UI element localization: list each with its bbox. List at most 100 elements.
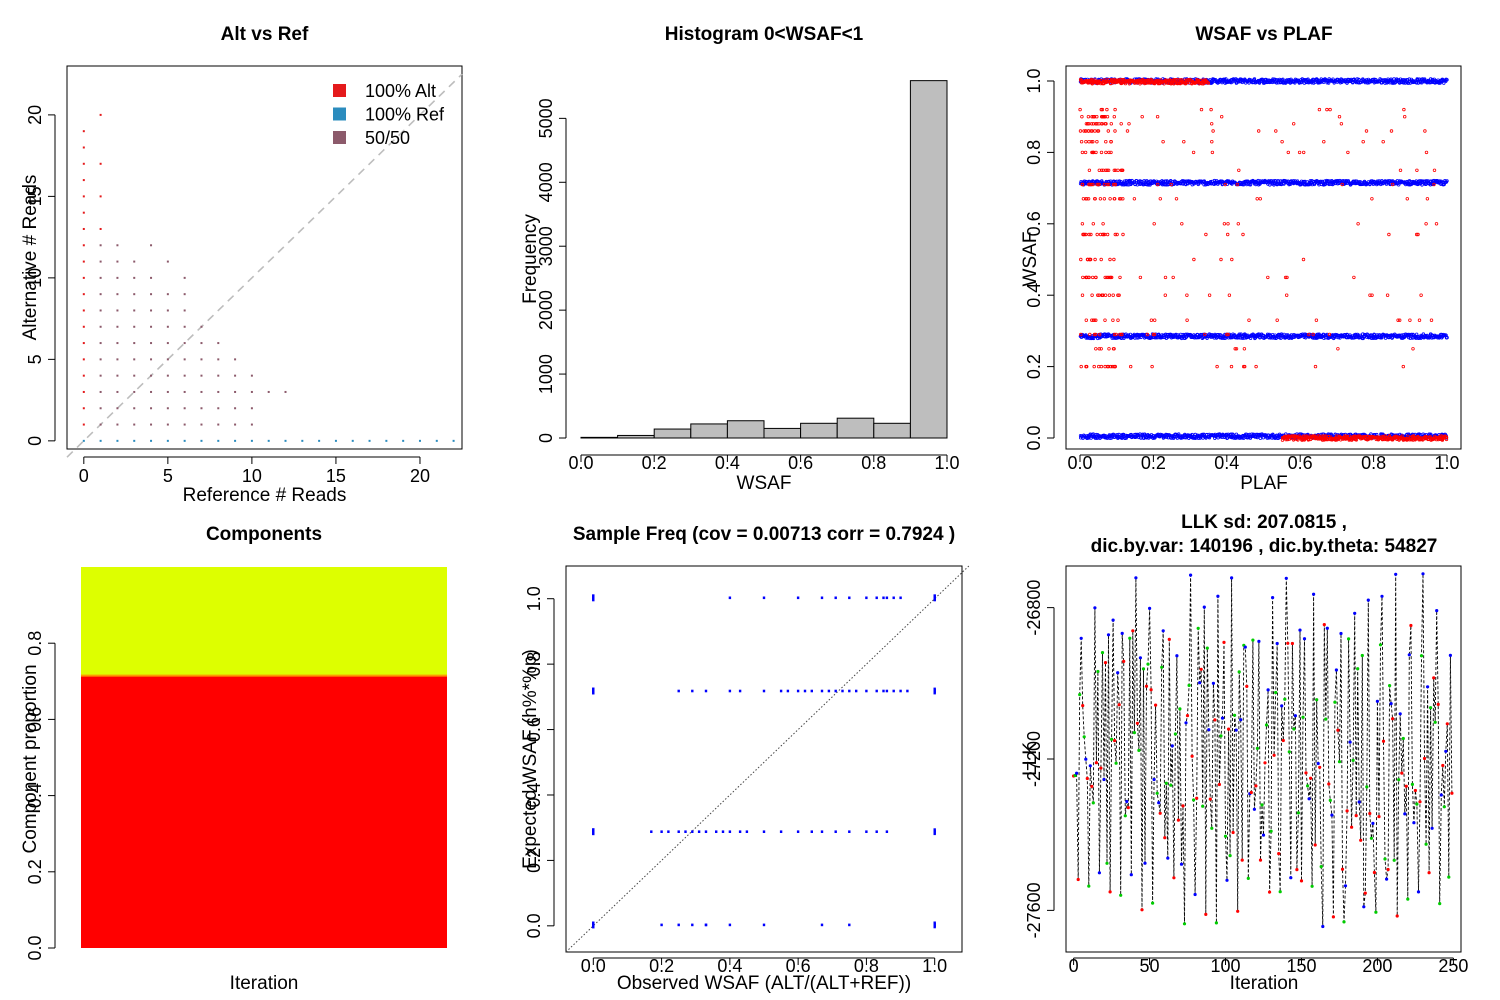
data-point: [200, 342, 203, 345]
scatter-point: [1145, 332, 1149, 337]
data-point: [99, 390, 102, 393]
data-point: [133, 439, 136, 442]
data-point: [150, 244, 153, 247]
data-point: [848, 596, 851, 600]
scatter-point: [1416, 232, 1420, 237]
data-point: [841, 689, 844, 693]
data-point: [234, 407, 237, 410]
scatter-point: [1083, 150, 1088, 155]
data-point: [166, 358, 169, 361]
scatter-point: [1079, 364, 1083, 369]
scatter-point: [1280, 139, 1284, 144]
y-tick-label: 20: [25, 105, 45, 125]
data-point: [82, 390, 85, 393]
scatter-point: [1116, 293, 1120, 297]
band-point: [1107, 179, 1111, 184]
llk-point: [1243, 645, 1247, 649]
scatter-point: [1405, 197, 1409, 201]
data-point: [82, 146, 85, 149]
scatter-point: [1109, 122, 1113, 126]
x-tick-label: 0.4: [715, 453, 740, 473]
scatter-point: [1111, 318, 1115, 322]
llk-point: [1319, 865, 1323, 869]
scatter-point: [1091, 182, 1095, 187]
llk-point: [1246, 876, 1250, 881]
data-point: [885, 830, 889, 833]
legend-label: 50/50: [365, 128, 410, 148]
llk-point: [1081, 704, 1085, 708]
data-point: [933, 925, 936, 929]
data-point: [786, 689, 790, 693]
scatter-point: [1297, 150, 1302, 155]
scatter-point: [1285, 275, 1289, 280]
llk-point: [1325, 626, 1329, 630]
scatter-point: [1211, 129, 1215, 133]
scatter-point: [1254, 364, 1258, 369]
scatter-point: [1110, 364, 1115, 369]
llk-point: [1217, 782, 1221, 787]
llk-point: [1357, 800, 1361, 804]
llk-point: [1234, 728, 1238, 732]
scatter-point: [1105, 168, 1109, 172]
plot-frame: [66, 65, 463, 450]
y-tick-label: 0: [536, 433, 556, 443]
scatter-point: [1301, 150, 1306, 155]
band-point: [1438, 179, 1442, 183]
llk-point: [1327, 782, 1331, 786]
scatter-point: [1387, 232, 1391, 237]
scatter-point: [1079, 257, 1083, 262]
llk-point: [1312, 592, 1316, 596]
llk-point: [1394, 572, 1398, 576]
llk-point: [1438, 902, 1442, 906]
scatter-point: [1119, 332, 1124, 337]
llk-point: [1111, 618, 1115, 622]
scatter-point: [1091, 139, 1095, 144]
scatter-point: [1275, 318, 1279, 322]
x-tick-label: 1.0: [922, 956, 947, 976]
llk-point: [1340, 867, 1345, 871]
y-axis-label: LLK: [1020, 742, 1041, 776]
llk-point: [1347, 637, 1351, 641]
data-point: [885, 596, 889, 600]
llk-point: [1245, 684, 1249, 689]
data-point: [779, 689, 783, 693]
scatter-point: [1415, 168, 1419, 172]
data-point: [99, 423, 102, 426]
llk-point: [1403, 812, 1407, 816]
scatter-point: [1087, 275, 1091, 280]
scatter-point: [1241, 232, 1245, 237]
band-point: [1363, 434, 1367, 439]
llk-point: [1377, 815, 1381, 819]
llk-point: [1419, 654, 1424, 658]
data-point: [166, 423, 169, 426]
scatter-point: [1155, 182, 1160, 187]
band-point: [1400, 434, 1404, 438]
llk-point: [1202, 605, 1206, 609]
llk-point: [1148, 606, 1152, 611]
llk-point: [1230, 576, 1234, 580]
y-tick-label: 1000: [536, 354, 556, 394]
scatter-point: [1095, 182, 1099, 187]
y-tick-label: 0.2: [1024, 354, 1044, 379]
data-point: [82, 130, 85, 133]
histogram-bar: [617, 434, 655, 439]
scatter-point: [1203, 332, 1207, 337]
scatter-point: [1152, 318, 1157, 322]
scatter-point: [1185, 318, 1189, 322]
data-point: [166, 309, 169, 312]
scatter-point: [1174, 197, 1179, 201]
legend-swatch: [333, 131, 346, 144]
x-tick-label: 0.8: [861, 453, 886, 473]
data-point: [150, 439, 153, 442]
llk-point: [1097, 871, 1101, 875]
scatter-point: [1424, 222, 1428, 226]
data-point: [738, 689, 742, 693]
x-tick-label: 0.6: [786, 956, 811, 976]
data-point: [133, 325, 136, 328]
llk-point: [1444, 749, 1448, 753]
scatter-point: [1104, 139, 1108, 144]
legend-swatch: [333, 84, 346, 97]
scatter-point: [1113, 129, 1117, 133]
llk-point: [1433, 720, 1437, 724]
llk-point: [1176, 818, 1180, 822]
